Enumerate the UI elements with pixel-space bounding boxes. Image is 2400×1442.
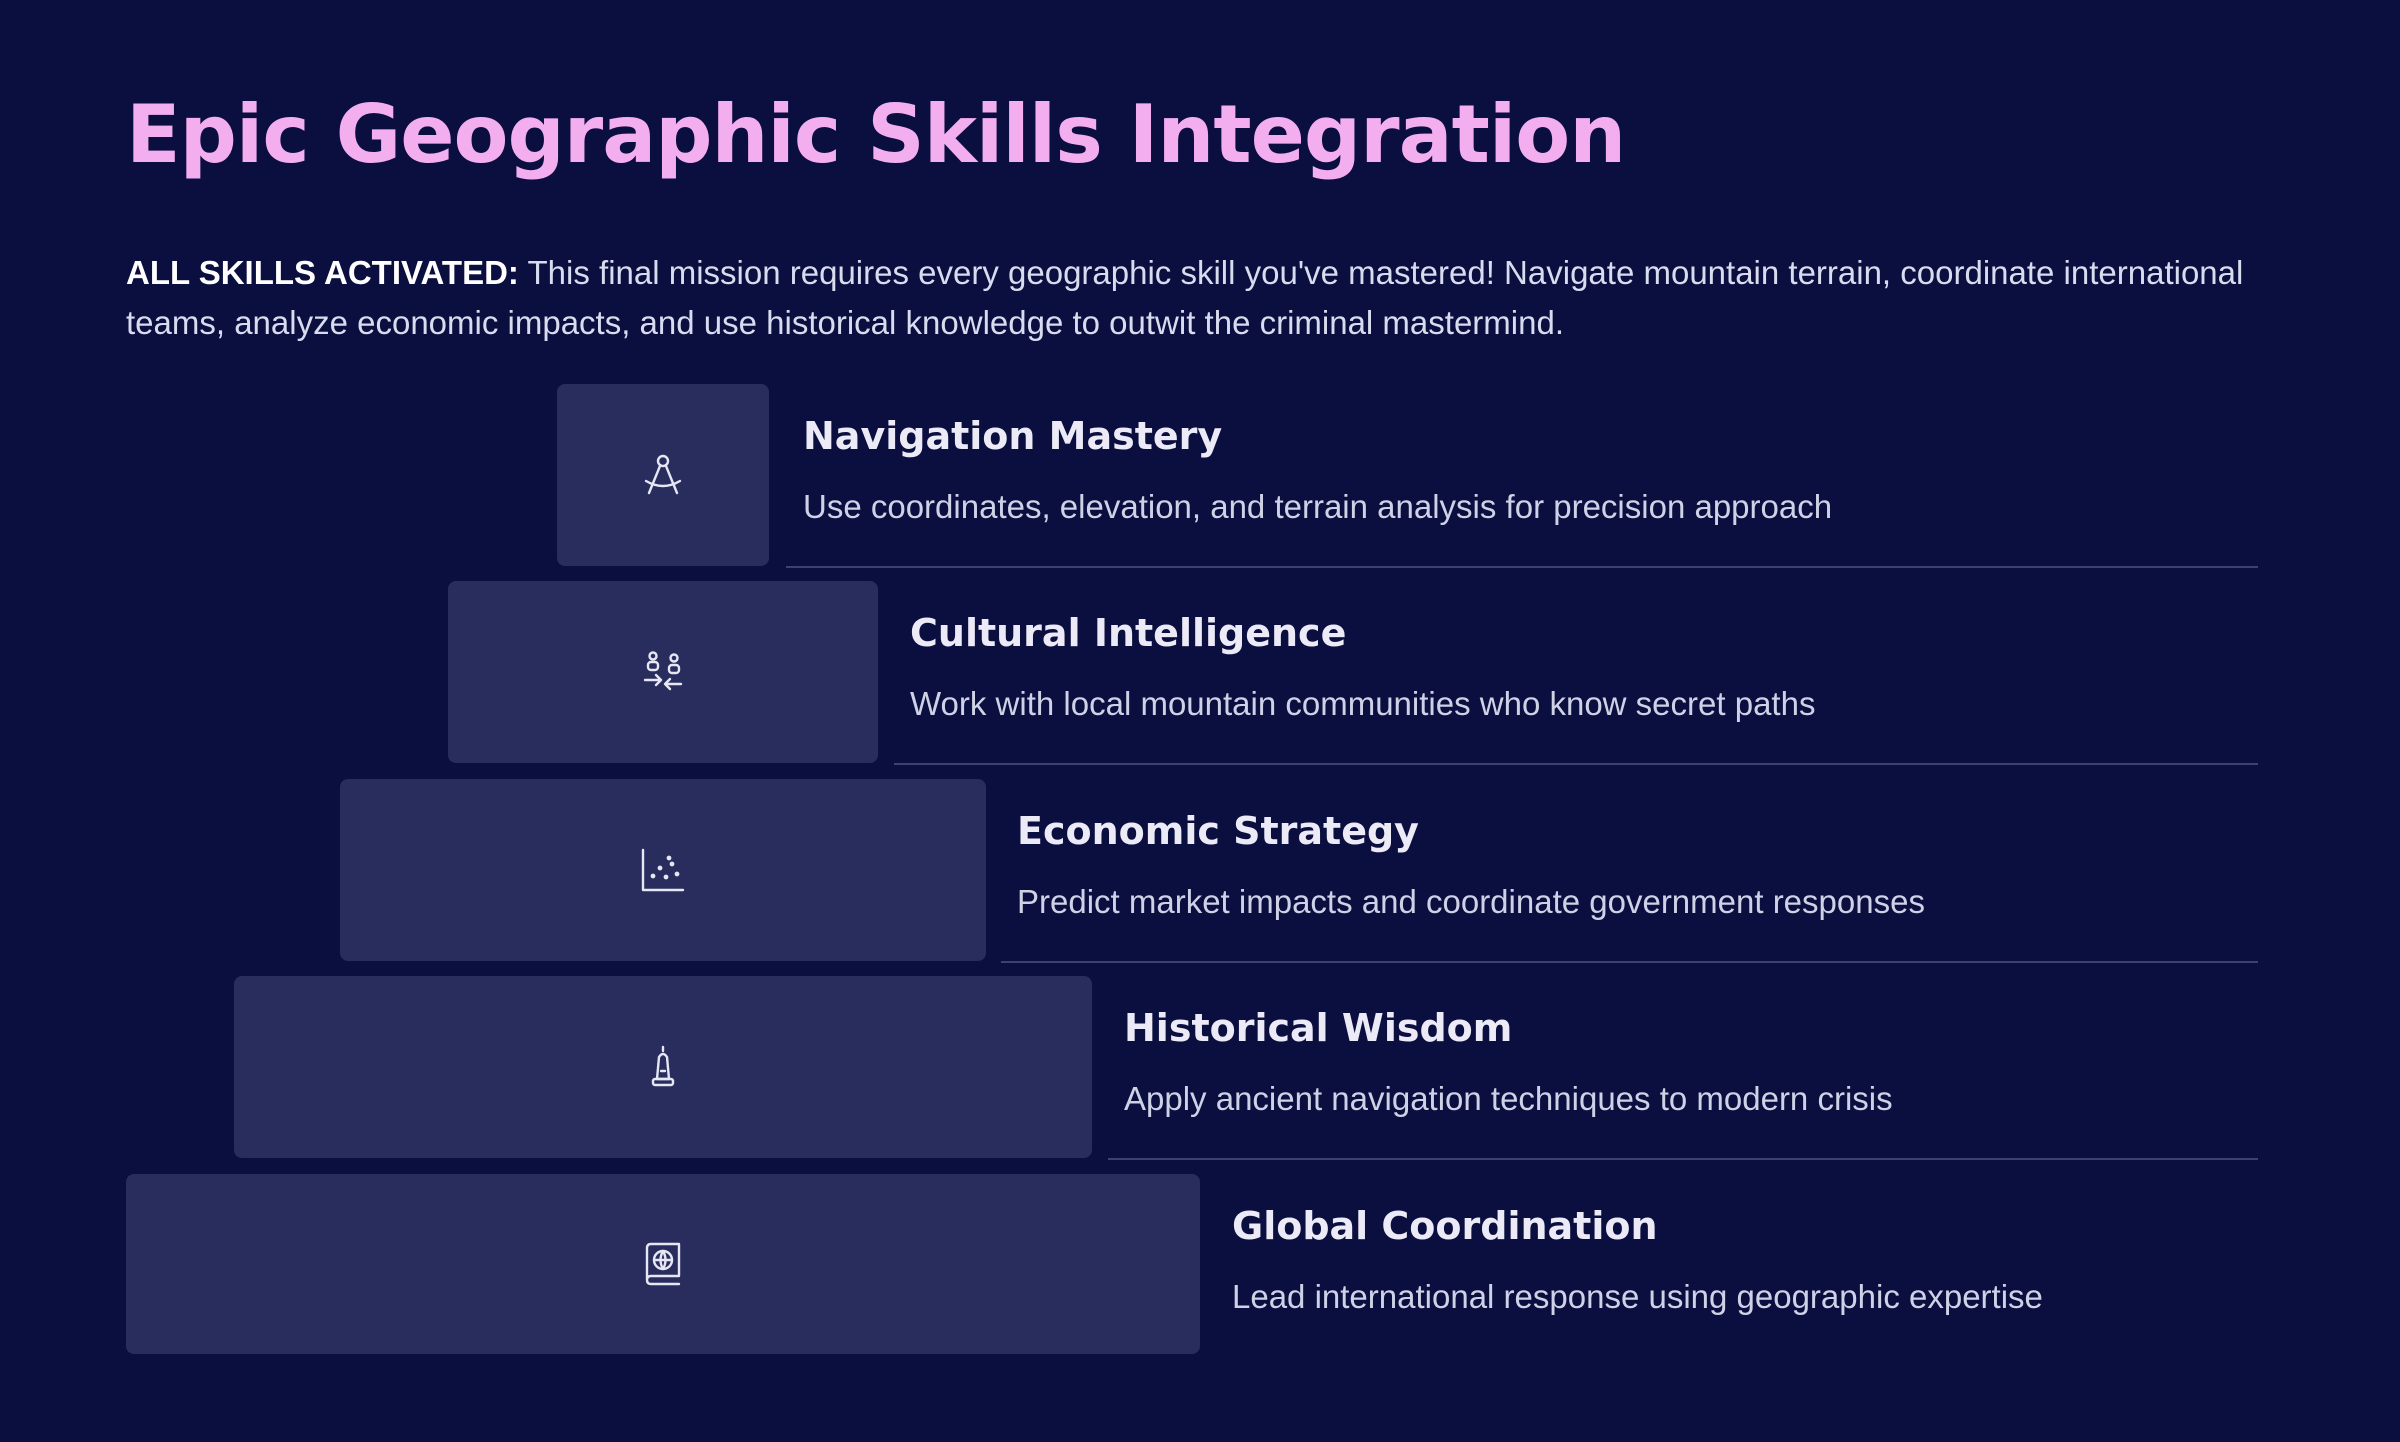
intro-text: This final mission requires every geogra… [126,254,2244,341]
level-heading: Navigation Mastery [803,414,1223,458]
divider [786,566,2258,568]
divider [1108,1158,2258,1160]
level-heading: Global Coordination [1232,1204,1658,1248]
pyramid-level-cultural: Cultural Intelligence Work with local mo… [0,581,2400,765]
page-title: Epic Geographic Skills Integration [126,88,1626,181]
pyramid-block-global [126,1174,1200,1354]
pyramid-block-historical [234,976,1092,1158]
pyramid-block-economic [340,779,986,961]
compass-icon [644,454,682,495]
level-heading: Cultural Intelligence [910,611,1347,655]
pyramid-level-navigation: Navigation Mastery Use coordinates, elev… [0,384,2400,568]
level-description: Use coordinates, elevation, and terrain … [803,488,1833,525]
pyramid-block-navigation [557,384,769,566]
divider [894,763,2258,765]
level-description: Predict market impacts and coordinate go… [1017,883,1925,920]
level-heading: Historical Wisdom [1124,1006,1513,1050]
people-exchange-icon [643,651,683,691]
level-description: Lead international response using geogra… [1232,1278,2043,1315]
level-description: Apply ancient navigation techniques to m… [1124,1080,1893,1117]
pyramid-level-economic: Economic Strategy Predict market impacts… [0,779,2400,963]
level-heading: Economic Strategy [1017,809,1419,853]
monument-icon [651,1045,675,1087]
intro-lead: ALL SKILLS ACTIVATED: [126,254,519,291]
scatter-chart-icon [641,848,685,892]
globe-book-icon [645,1242,681,1286]
divider [1001,961,2258,963]
intro-paragraph: ALL SKILLS ACTIVATED: This final mission… [126,248,2276,348]
level-description: Work with local mountain communities who… [910,685,1816,722]
pyramid-block-cultural [448,581,878,763]
pyramid-level-historical: Historical Wisdom Apply ancient navigati… [0,976,2400,1160]
pyramid-level-global: Global Coordination Lead international r… [0,1174,2400,1356]
